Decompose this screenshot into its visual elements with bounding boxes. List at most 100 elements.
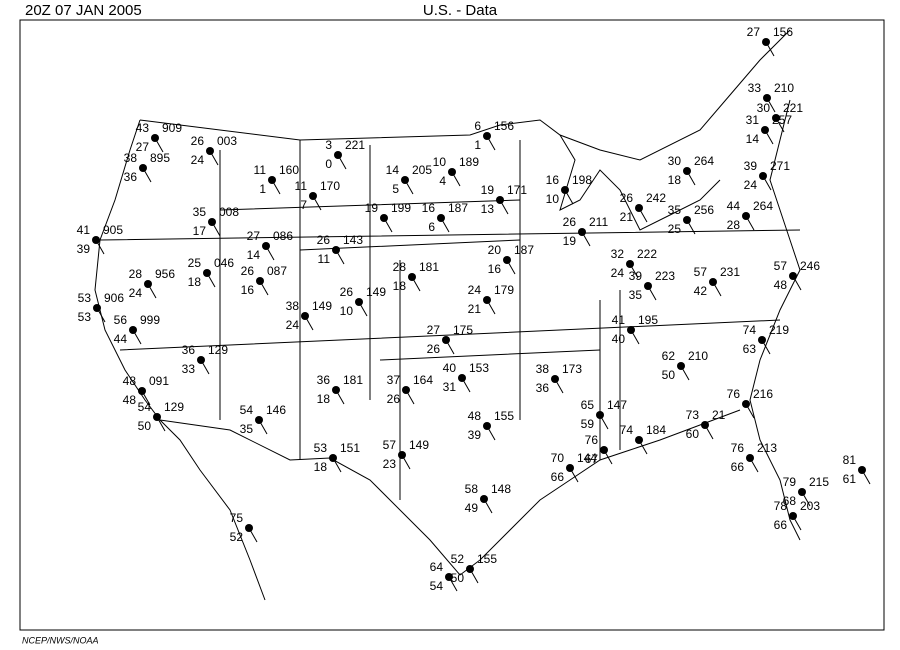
temperature: 78 <box>774 499 788 513</box>
pressure: 171 <box>507 183 527 197</box>
wind-barb <box>765 41 775 57</box>
temperature: 28 <box>129 267 143 281</box>
temperature: 3 <box>325 138 332 152</box>
dewpoint: 5 <box>392 182 399 196</box>
dewpoint: 40 <box>612 332 626 346</box>
station: 26 003 24 <box>191 134 238 167</box>
station: 41 905 39 <box>77 223 124 256</box>
pressure: 181 <box>343 373 363 387</box>
dewpoint: 54 <box>430 579 444 593</box>
pressure: 205 <box>412 163 432 177</box>
dewpoint: 1 <box>259 182 266 196</box>
temperature: 56 <box>114 313 128 327</box>
wind-barb <box>154 137 164 153</box>
pressure: 264 <box>753 199 773 213</box>
dewpoint: 24 <box>129 286 143 300</box>
pressure: 210 <box>774 81 794 95</box>
station: 20 187 16 <box>488 243 535 276</box>
wind-barb <box>332 457 342 473</box>
dewpoint: 36 <box>124 170 138 184</box>
temperature: 26 <box>191 134 205 148</box>
pressure: 211 <box>589 215 608 229</box>
temperature: 26 <box>241 264 255 278</box>
wind-barb <box>603 449 613 465</box>
pressure: 906 <box>104 291 124 305</box>
wind-barb <box>404 179 414 195</box>
pressure: 256 <box>694 203 714 217</box>
station: 57 246 48 <box>774 259 821 292</box>
pressure: 221 <box>345 138 365 152</box>
station: 57 149 23 <box>383 438 430 471</box>
wind-barb <box>686 170 696 186</box>
station: 76 213 66 <box>731 441 778 474</box>
dewpoint: 35 <box>240 422 254 436</box>
temperature: 35 <box>193 205 207 219</box>
station: 36 181 18 <box>317 373 364 406</box>
temperature: 70 <box>551 451 565 465</box>
wind-barb <box>211 221 221 237</box>
station: 74 219 63 <box>743 323 790 356</box>
pressure: 087 <box>267 264 287 278</box>
temperature: 57 <box>774 259 788 273</box>
temperature: 73 <box>686 408 700 422</box>
dewpoint: 42 <box>694 284 708 298</box>
pressure: 184 <box>646 423 666 437</box>
temperature: 44 <box>727 199 741 213</box>
station: 44 264 28 <box>727 199 774 232</box>
wind-barb <box>483 498 493 514</box>
pressure: 129 <box>208 343 228 357</box>
station: 3 221 0 <box>325 138 365 171</box>
station: 39 223 35 <box>629 269 676 302</box>
station: 65 147 59 <box>581 398 628 431</box>
pressure: 181 <box>419 260 439 274</box>
pressure: 147 <box>607 398 627 412</box>
temperature: 27 <box>247 229 261 243</box>
dewpoint: 49 <box>465 501 479 515</box>
dewpoint: 6 <box>428 220 435 234</box>
station: 52 155 50 <box>451 552 498 585</box>
dewpoint: 18 <box>393 279 407 293</box>
dewpoint: 10 <box>340 304 354 318</box>
header-title: U.S. - Data <box>423 2 498 19</box>
pressure: 246 <box>800 259 820 273</box>
dewpoint: 52 <box>230 530 244 544</box>
station: 28 181 18 <box>393 260 440 293</box>
dewpoint: 28 <box>727 218 741 232</box>
wind-barb <box>486 135 496 151</box>
station: 32 222 24 <box>611 247 658 280</box>
dewpoint: 50 <box>662 368 676 382</box>
wind-barb <box>712 281 722 297</box>
wind-barb <box>486 425 496 441</box>
wind-barb <box>564 189 574 205</box>
wind-barb <box>147 283 157 299</box>
station: 73 21 60 <box>686 408 726 441</box>
pressure: 164 <box>413 373 433 387</box>
dewpoint: 27 <box>136 140 150 154</box>
dewpoint: 7 <box>300 198 307 212</box>
pressure: 151 <box>340 441 360 455</box>
temperature: 38 <box>124 151 138 165</box>
station: 48 155 39 <box>468 409 515 442</box>
wind-barb <box>630 329 640 345</box>
wind-barb <box>358 301 368 317</box>
wind-barb <box>599 414 609 430</box>
wind-barb <box>680 365 690 381</box>
temperature: 43 <box>136 121 150 135</box>
temperature: 76 <box>727 387 741 401</box>
temperature: 54 <box>138 400 152 414</box>
station: 30 221 <box>757 101 803 133</box>
dewpoint: 53 <box>78 310 92 324</box>
temperature: 41 <box>77 223 91 237</box>
wind-barb <box>499 199 509 215</box>
dewpoint: 19 <box>563 234 577 248</box>
dewpoint: 18 <box>188 275 202 289</box>
temperature: 11 <box>254 163 267 177</box>
pressure: 175 <box>453 323 473 337</box>
temperature: 16 <box>422 201 436 215</box>
wind-barb <box>383 217 393 233</box>
station: 26 149 10 <box>340 285 387 318</box>
temperature: 39 <box>629 269 643 283</box>
temperature: 26 <box>317 233 331 247</box>
pressure: 999 <box>140 313 160 327</box>
